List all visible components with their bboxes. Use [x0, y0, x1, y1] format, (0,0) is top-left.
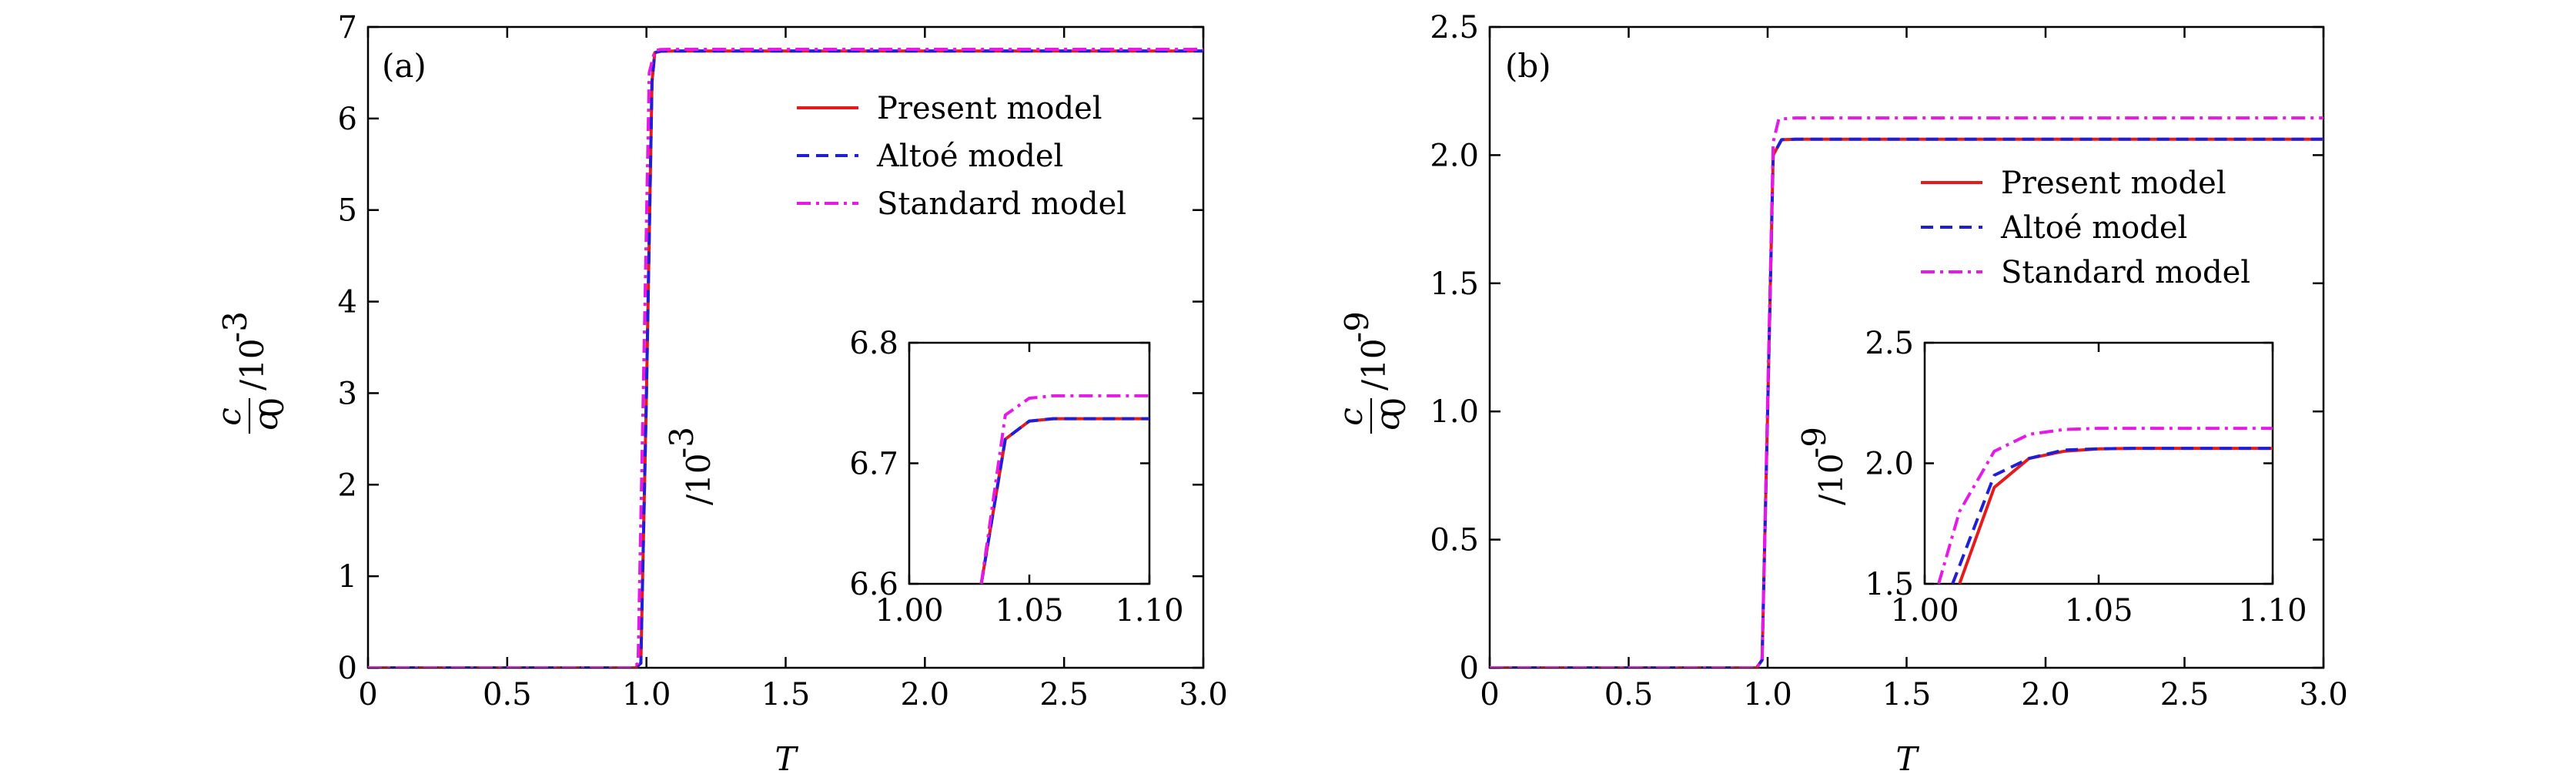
panel-a-legend-label: Altoé model — [876, 139, 1063, 174]
panel-a-y-axis-title: c c0/10-3 — [210, 311, 291, 434]
panel-b-inset-y-axis-title: /10-9 — [1795, 427, 1850, 505]
panel-a-panel-label: (a) — [382, 47, 427, 85]
panel-b-main-x-tick-label: 1.0 — [1743, 677, 1792, 712]
panel-a-inset-series-alto-model — [979, 417, 1149, 584]
panel-b-main-x-tick-label: 0.5 — [1604, 677, 1654, 712]
panel-a-inset-bg — [909, 343, 1149, 584]
panel-b-inset-y-axis-title-exp: -9 — [1795, 427, 1833, 458]
panel-b-inset-y-tick-label: 2.0 — [1865, 447, 1914, 482]
panel-b-main-x-tick-label: 1.5 — [1882, 677, 1932, 712]
panel-a-y-axis-title-numerator: c — [210, 407, 248, 426]
panel-b-inset-bg — [1925, 343, 2273, 584]
panel-a-inset-y-axis-title-text: /10 — [680, 453, 718, 505]
panel-a-y-axis-title-denominator-sub: 0 — [253, 397, 291, 418]
panel-b-inset-x-tick-label: 1.05 — [2064, 593, 2133, 628]
panel-a-inset-y-tick-label: 6.6 — [849, 567, 898, 602]
panel-b-main-y-tick-label: 2.5 — [1430, 10, 1479, 45]
panel-b-inset-y-tick-label: 1.5 — [1865, 567, 1914, 602]
panel-a-inset-series-standard-model — [979, 394, 1149, 584]
panel-a-main-y-tick-label: 2 — [338, 468, 357, 503]
panel-a-main-x-tick-label: 2.0 — [901, 677, 950, 712]
panel-a-main-series-standard-model — [368, 48, 1203, 668]
panel-a-main-y-tick-label: 5 — [338, 193, 357, 229]
panel-b-legend-label: Standard model — [2001, 255, 2250, 290]
panel-b-main-series-alto-model — [1490, 137, 2323, 668]
panel-b-y-axis-title: c c0/10-9 — [1332, 311, 1413, 434]
panel-a-main-y-tick-label: 7 — [338, 10, 357, 45]
panel-b-y-axis-title-numerator: c — [1332, 407, 1370, 426]
panel-a-y-axis-title-unit-exp: -3 — [216, 311, 254, 343]
panel-a-main-y-tick-label: 6 — [338, 102, 357, 137]
panel-a-main-x-tick-label: 3.0 — [1179, 677, 1228, 712]
panel-b-main-x-tick-label: 0 — [1480, 677, 1499, 712]
panel-a-inset-y-axis-title: /10-3 — [663, 427, 718, 505]
panel-b-y-axis-title-unit-exp: -9 — [1338, 311, 1376, 343]
panel-b-inset-x-tick-label: 1.00 — [1890, 593, 1959, 628]
panel-b-inset-x-tick-label: 1.10 — [2238, 593, 2307, 628]
panel-a-inset-x-tick-label: 1.05 — [995, 593, 1063, 628]
panel-b-inset-series-alto-model — [1951, 447, 2273, 584]
panel-b-main-y-tick-label: 0 — [1460, 651, 1479, 686]
panel-a-main-series-alto-model — [368, 49, 1203, 668]
panel-a-legend-label: Standard model — [877, 186, 1126, 222]
panel-b-y-axis-title-denominator-sub: 0 — [1375, 397, 1413, 418]
panel-b-legend-label: Present model — [2001, 166, 2226, 201]
panel-a-x-axis-title: T — [774, 740, 798, 778]
panel-b: 0 0.5 1.0 1.5 2.0 2.5 3.0 0 0.5 1.0 1.5 2.0 2.5 (b) Tc… — [1332, 10, 2348, 778]
panel-b-main-x-tick-label: 2.0 — [2021, 677, 2070, 712]
panel-b-inset-series-standard-model — [1937, 427, 2273, 584]
panel-a-main-y-tick-label: 1 — [338, 559, 357, 595]
panel-a-inset-x-tick-label: 1.00 — [875, 593, 943, 628]
panel-b-y-axis-title-unit: /10 — [1355, 338, 1393, 390]
panel-a-main-x-tick-label: 1.5 — [761, 677, 811, 712]
panel-b-main-y-tick-label: 1.0 — [1430, 394, 1479, 430]
panel-a-inset-y-tick-label: 6.8 — [849, 326, 898, 361]
panel-a-inset-x-tick-label: 1.10 — [1115, 593, 1183, 628]
panel-a-main-x-tick-label: 2.5 — [1039, 677, 1089, 712]
panel-b-legend-label: Altoé model — [2000, 210, 2187, 246]
panel-a-legend-label: Present model — [877, 91, 1102, 126]
panel-a-main-x-tick-label: 0 — [358, 677, 377, 712]
panel-a-main-x-tick-label: 1.0 — [622, 677, 671, 712]
panel-b-x-axis-title: T — [1895, 740, 1919, 778]
panel-a-y-axis-title-unit: /10 — [233, 338, 271, 390]
panel-b-main-y-tick-label: 2.0 — [1430, 138, 1479, 173]
panel-a-y-axis-title-denominator: c — [247, 412, 285, 431]
panel-a-inset-y-axis-title-exp: -3 — [663, 427, 701, 458]
panel-b-panel-label: (b) — [1505, 47, 1551, 85]
panel-a-main-y-tick-label: 4 — [338, 285, 357, 320]
panel-a-main-y-tick-label: 3 — [338, 376, 357, 411]
panel-a-main-x-tick-label: 0.5 — [483, 677, 532, 712]
panel-a-main-y-tick-label: 0 — [338, 651, 357, 686]
panel-b-main-series-standard-model — [1490, 116, 2323, 668]
panel-b-main-y-tick-label: 1.5 — [1430, 266, 1479, 302]
panel-b-main-x-tick-label: 2.5 — [2160, 677, 2210, 712]
panel-a-inset-y-tick-label: 6.7 — [849, 447, 898, 482]
panel-b-y-axis-title-denominator: c — [1369, 412, 1407, 431]
panel-b-main-x-tick-label: 3.0 — [2299, 677, 2348, 712]
panel-b-inset-y-tick-label: 2.5 — [1865, 326, 1914, 361]
panel-b-main-y-tick-label: 0.5 — [1430, 523, 1479, 558]
panel-b-inset-y-axis-title-text: /10 — [1812, 453, 1850, 505]
